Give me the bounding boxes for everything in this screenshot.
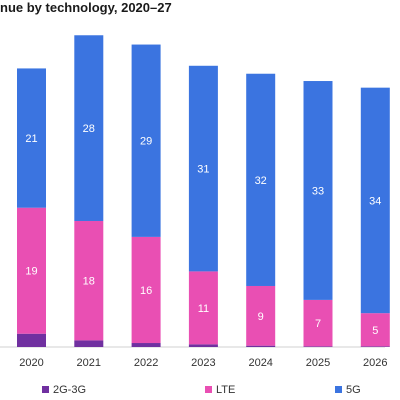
legend-swatch-5g	[335, 386, 342, 393]
bar-5g-2024	[246, 73, 276, 286]
bar-lte-2023	[188, 271, 218, 345]
x-tick-label-2020: 2020	[19, 357, 43, 369]
bar-lte-2025	[303, 299, 333, 347]
legend-swatch-2g-3g	[42, 386, 49, 393]
data-label-5g-2022: 29	[140, 136, 152, 148]
bar-5g-2026	[360, 87, 390, 314]
bar-5g-2020	[17, 68, 46, 208]
bar-2g-3g-2021	[74, 340, 104, 347]
data-label-lte-2020: 19	[25, 266, 37, 278]
data-label-5g-2025: 33	[312, 185, 324, 197]
bar-5g-2023	[188, 65, 218, 272]
x-tick-label-2026: 2026	[363, 357, 387, 369]
bar-2g-3g-2026	[360, 346, 390, 347]
data-label-5g-2026: 34	[369, 195, 381, 207]
x-tick-label-2022: 2022	[134, 357, 158, 369]
data-label-5g-2024: 32	[255, 175, 267, 187]
bar-2g-3g-2022	[131, 343, 161, 347]
chart-title: nue by technology, 2020–27	[0, 0, 172, 15]
legend-label-lte: LTE	[216, 384, 235, 396]
x-tick-label-2021: 2021	[77, 357, 101, 369]
bar-5g-2025	[303, 81, 333, 300]
data-label-5g-2021: 28	[83, 123, 95, 135]
bar-2g-3g-2024	[246, 345, 276, 347]
bar-5g-2021	[74, 35, 104, 221]
bar-2g-3g-2020	[17, 333, 46, 347]
data-label-lte-2021: 18	[83, 276, 95, 288]
bar-lte-2026	[360, 313, 390, 347]
x-tick-label-2025: 2025	[306, 357, 330, 369]
bar-5g-2022	[131, 44, 161, 237]
bar-lte-2024	[246, 285, 276, 346]
bar-2g-3g-2023	[188, 344, 218, 347]
legend-swatch-lte	[205, 386, 212, 393]
x-tick-labels: 2020 2021 2022 2023 2024 2025 2026	[19, 357, 387, 369]
data-label-lte-2023: 11	[198, 303, 209, 315]
bars-group: 19 21 18 28 16 29 11 31 9 32 7 33 5 34	[17, 35, 390, 347]
bar-lte-2020	[17, 207, 46, 334]
data-label-lte-2022: 16	[140, 285, 152, 297]
x-tick-label-2023: 2023	[191, 357, 215, 369]
bar-2g-3g-2025	[303, 346, 333, 347]
bar-lte-2022	[131, 236, 161, 344]
data-label-5g-2023: 31	[197, 164, 209, 176]
legend: 2G-3G LTE 5G	[42, 384, 361, 396]
bar-lte-2021	[74, 220, 104, 341]
x-tick-label-2024: 2024	[248, 357, 272, 369]
data-label-lte-2024: 9	[258, 311, 264, 323]
legend-label-5g: 5G	[346, 384, 361, 396]
data-label-lte-2025: 7	[315, 318, 321, 330]
legend-label-2g-3g: 2G-3G	[53, 384, 86, 396]
data-label-5g-2020: 21	[25, 133, 37, 145]
data-label-lte-2026: 5	[372, 325, 378, 337]
